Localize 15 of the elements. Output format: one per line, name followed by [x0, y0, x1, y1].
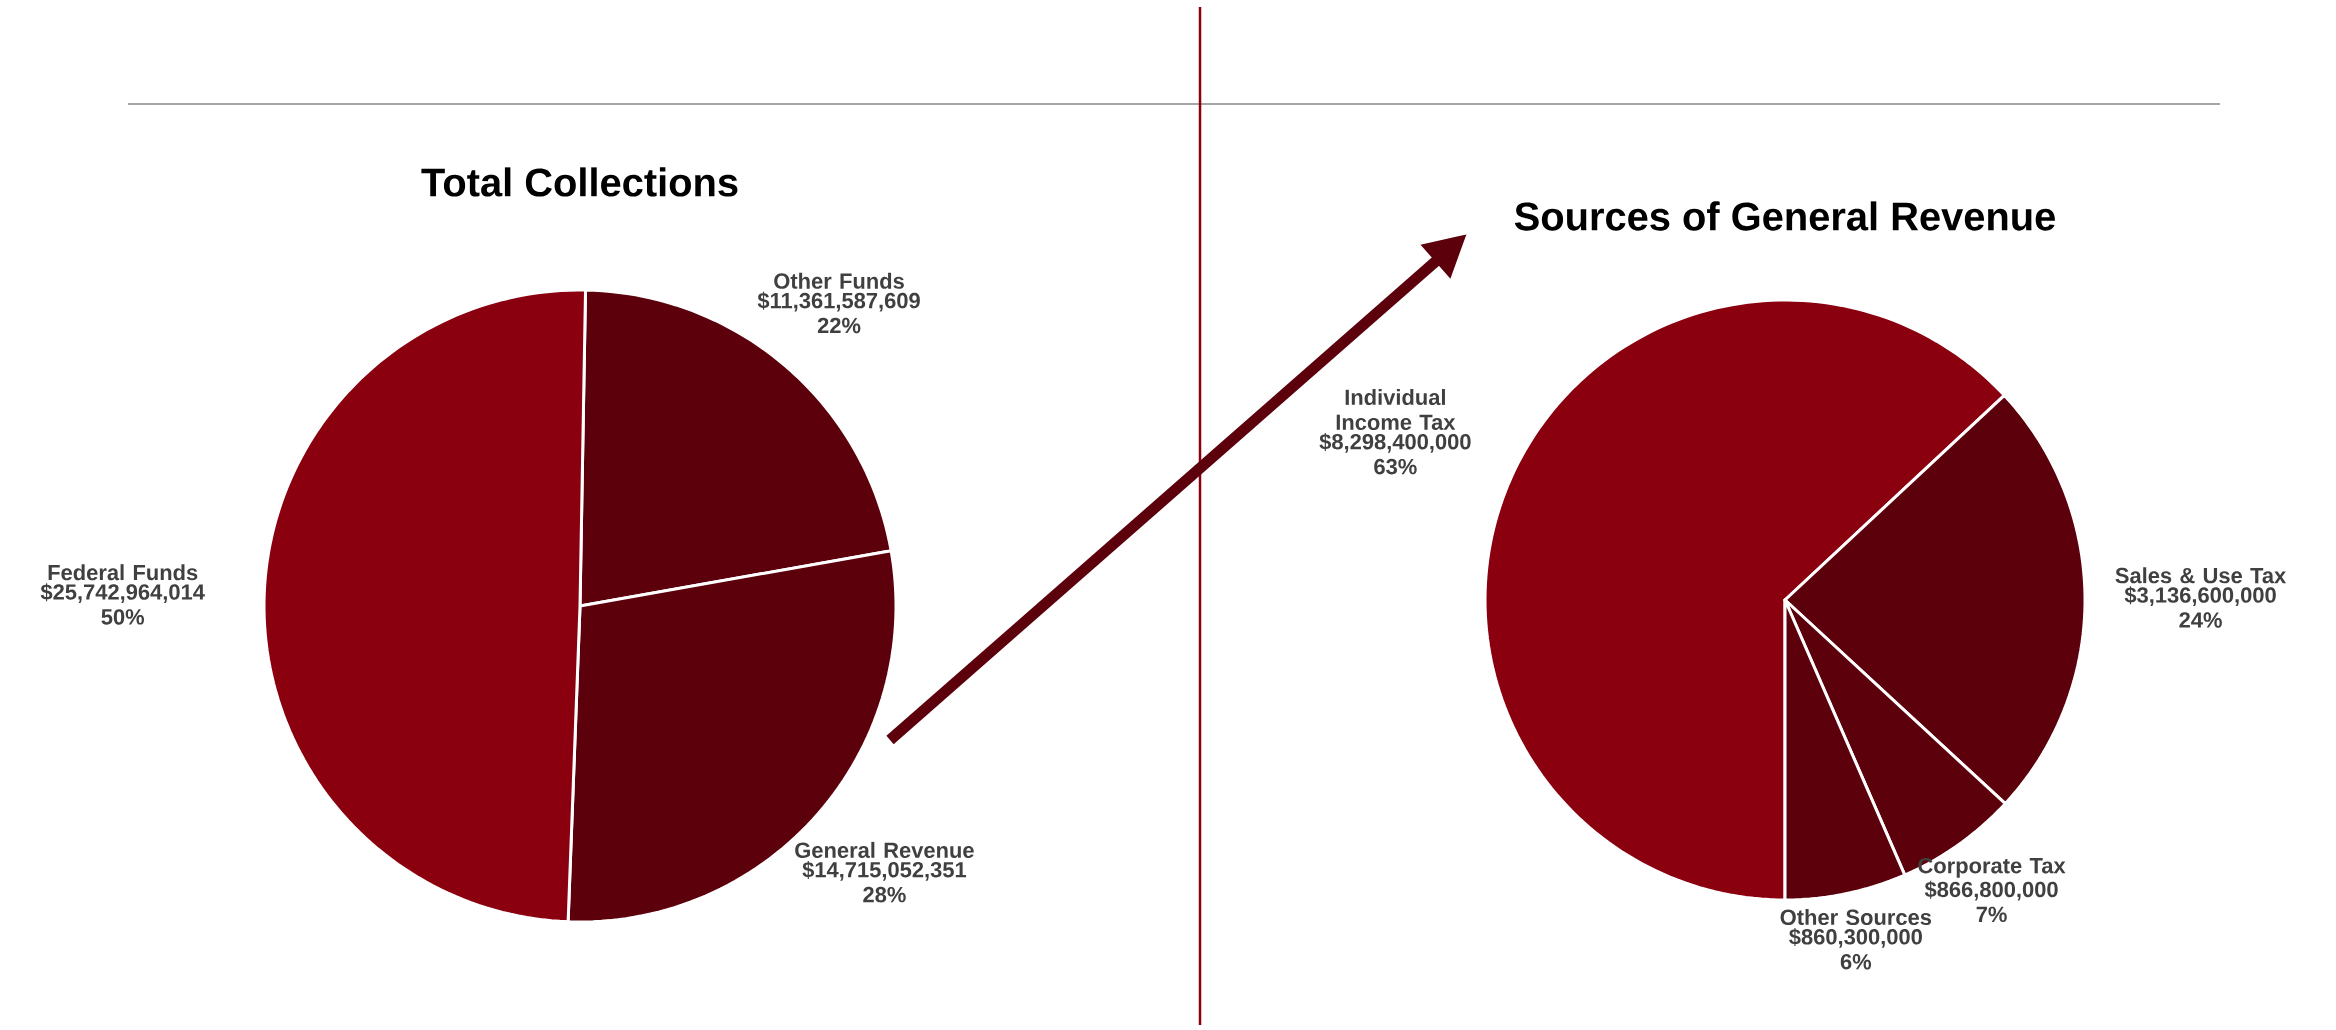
data-label: $3,136,600,000 24% — [2124, 586, 2276, 628]
slice-label: Individual Income Tax — [1336, 388, 1456, 430]
slice-label: Other Sources — [1780, 908, 1932, 926]
data-label: $14,715,052,351 28% — [802, 861, 967, 903]
chart-title: Sources of General Revenue — [1514, 201, 2055, 231]
slice-label: Federal Funds — [48, 564, 198, 581]
data-label: $8,298,400,000 63% — [1319, 432, 1471, 475]
data-label: $25,742,964,014 50% — [40, 583, 205, 625]
slice-label: General Revenue — [795, 841, 974, 858]
data-label: $11,361,587,609 22% — [757, 291, 920, 334]
data-label: $860,300,000 6% — [1789, 928, 1922, 970]
slice-label: Sales & Use Tax — [2115, 567, 2287, 584]
chart-title: Total Collections — [421, 167, 738, 197]
slice-label: Corporate Tax — [1918, 857, 2066, 878]
slice-label: Other Funds — [774, 272, 904, 289]
